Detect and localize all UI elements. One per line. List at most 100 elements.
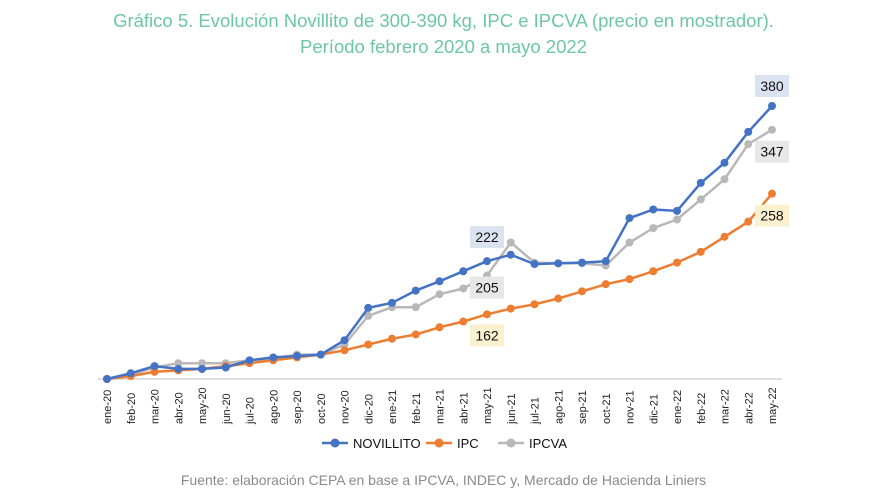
data-point-novillito xyxy=(150,362,159,371)
data-point-ipcva xyxy=(649,224,658,233)
series-line-novillito xyxy=(106,105,773,381)
data-point-ipc xyxy=(150,367,159,376)
data-point-novillito xyxy=(221,363,230,372)
legend-label: IPCVA xyxy=(529,436,567,451)
data-point-novillito xyxy=(649,205,658,214)
data-point-ipcva xyxy=(506,238,515,247)
data-point-novillito xyxy=(459,267,468,276)
source-note: Fuente: elaboración CEPA en base a IPCVA… xyxy=(180,472,707,488)
x-tick-label: abr-20 xyxy=(173,392,185,424)
data-point-ipc xyxy=(388,334,396,343)
line-chart: ene-20 feb-20 mar-20 abr-20 may-20 jun-20 jul-… xyxy=(97,75,789,451)
x-tick-label: nov-20 xyxy=(340,390,352,424)
data-point-ipc xyxy=(578,287,586,296)
x-tick-label: oct-21 xyxy=(601,393,613,424)
data-point-ipc xyxy=(364,340,373,349)
data-point-ipc xyxy=(340,346,349,355)
data-point-ipc xyxy=(696,247,705,256)
x-tick-label: may-20 xyxy=(197,387,209,424)
data-point-ipcva xyxy=(198,359,206,368)
data-point-ipc xyxy=(506,304,515,313)
x-tick-label: feb-21 xyxy=(411,393,423,424)
chart-title: Gráfico 5. Evolución Novillito de 300-39… xyxy=(113,10,774,31)
x-tick-label: abr-21 xyxy=(458,392,470,424)
data-label-ipcva-may-21: 205 xyxy=(470,276,504,299)
data-point-ipcva xyxy=(174,359,183,368)
data-point-novillito xyxy=(293,352,301,361)
data-point-novillito xyxy=(126,369,135,378)
data-point-novillito xyxy=(103,375,111,383)
data-label-text: 162 xyxy=(475,327,499,343)
data-point-ipcva xyxy=(435,290,444,299)
data-point-ipc xyxy=(530,300,539,309)
x-tick-label: sep-20 xyxy=(292,390,304,424)
data-point-ipc xyxy=(483,310,491,319)
data-point-novillito xyxy=(245,356,254,365)
data-label-text: 380 xyxy=(760,78,784,94)
data-point-novillito xyxy=(673,206,681,215)
x-tick-label: jul-21 xyxy=(530,397,542,425)
data-point-ipc xyxy=(720,232,729,241)
data-label-ipc-may-22: 258 xyxy=(755,204,789,227)
legend: NOVILLITO IPC IPCVA xyxy=(322,436,567,451)
data-label-ipc-may-21: 162 xyxy=(470,324,504,347)
data-point-novillito xyxy=(530,260,539,269)
data-label-text: 222 xyxy=(475,229,499,245)
x-tick-label: feb-22 xyxy=(696,393,708,424)
x-tick-label: jul-20 xyxy=(245,397,257,425)
data-point-ipcva xyxy=(673,215,681,224)
data-point-ipcva xyxy=(625,238,634,247)
x-tick-label: ago-21 xyxy=(553,390,565,424)
data-point-novillito xyxy=(316,350,325,359)
data-point-novillito xyxy=(174,364,183,373)
data-label-ipcva-may-22: 347 xyxy=(755,140,789,163)
data-point-ipc xyxy=(625,275,634,284)
data-point-ipc xyxy=(744,217,753,226)
data-point-ipc xyxy=(673,258,681,267)
data-point-novillito xyxy=(720,158,729,167)
data-label-novillito-may-22: 380 xyxy=(755,75,789,97)
data-point-novillito xyxy=(388,298,396,307)
legend-item-ipc: IPC xyxy=(426,436,479,451)
x-tick-label: sep-21 xyxy=(577,390,589,424)
data-point-ipc xyxy=(411,330,420,339)
data-label-text: 258 xyxy=(760,208,784,224)
x-tick-label: jun-20 xyxy=(221,393,233,425)
legend-item-ipcva: IPCVA xyxy=(498,436,567,451)
x-tick-label: ago-20 xyxy=(268,390,280,424)
data-point-novillito xyxy=(554,259,563,268)
x-tick-label: mar-21 xyxy=(435,389,447,424)
data-point-novillito xyxy=(198,364,206,373)
data-point-ipcva xyxy=(411,303,420,312)
data-point-novillito xyxy=(411,286,420,295)
data-point-novillito xyxy=(435,277,444,286)
data-point-novillito xyxy=(768,102,776,110)
data-point-novillito xyxy=(483,257,491,266)
data-point-ipcva xyxy=(364,311,373,320)
x-tick-label: mar-22 xyxy=(720,389,732,424)
data-point-ipcva xyxy=(744,140,753,149)
x-tick-label: dic-20 xyxy=(363,394,375,424)
x-tick-label: dic-21 xyxy=(648,394,660,424)
data-point-ipc xyxy=(435,323,444,332)
x-tick-label: oct-20 xyxy=(316,393,328,424)
data-point-ipc xyxy=(649,267,658,276)
data-point-ipcva xyxy=(696,195,705,204)
data-point-novillito xyxy=(696,178,705,187)
data-point-novillito xyxy=(625,214,634,223)
x-tick-label: mar-20 xyxy=(150,389,162,424)
data-point-novillito xyxy=(340,336,349,345)
data-point-novillito xyxy=(744,127,753,136)
data-label-novillito-may-21: 222 xyxy=(470,226,504,249)
x-tick-label: feb-20 xyxy=(126,393,138,424)
data-label-text: 205 xyxy=(475,280,499,296)
data-point-ipc xyxy=(554,294,563,303)
series-line-ipcva xyxy=(106,128,773,381)
legend-label: IPC xyxy=(457,436,479,451)
data-point-ipcva xyxy=(768,125,776,134)
data-point-ipc xyxy=(768,189,776,198)
x-tick-label: ene-21 xyxy=(387,390,399,424)
legend-item-novillito: NOVILLITO xyxy=(322,436,421,451)
data-point-novillito xyxy=(269,353,278,362)
x-tick-label: ene-22 xyxy=(672,390,684,424)
